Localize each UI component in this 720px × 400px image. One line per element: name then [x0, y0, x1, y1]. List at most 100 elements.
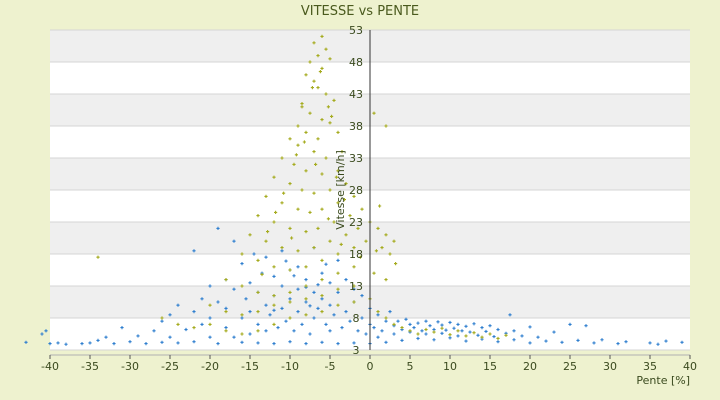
- data-point: [584, 324, 588, 328]
- data-point: [326, 105, 330, 109]
- data-point: [192, 340, 196, 344]
- data-point: [280, 284, 284, 288]
- data-point: [336, 258, 340, 262]
- data-point: [378, 204, 382, 208]
- data-point: [304, 130, 308, 134]
- y-axis-label: Vitesse [km/h]: [334, 150, 347, 230]
- data-point: [280, 249, 284, 253]
- data-point: [336, 303, 340, 307]
- data-point: [472, 331, 476, 335]
- data-point: [448, 336, 452, 340]
- data-point: [276, 326, 280, 330]
- data-point: [336, 169, 340, 173]
- data-point: [284, 259, 288, 263]
- data-point: [288, 137, 292, 141]
- data-point: [216, 342, 220, 346]
- data-point: [310, 86, 314, 90]
- data-point: [280, 246, 284, 250]
- data-point: [356, 226, 360, 230]
- y-tick-label: 8: [353, 312, 360, 325]
- data-point: [352, 246, 356, 250]
- data-point: [320, 271, 324, 275]
- data-point: [324, 322, 328, 326]
- data-point: [488, 324, 492, 328]
- x-tick-label: -15: [241, 360, 259, 373]
- data-point: [266, 230, 270, 234]
- data-point: [294, 153, 298, 157]
- data-point: [304, 230, 308, 234]
- data-point: [552, 330, 556, 334]
- data-point: [272, 274, 276, 278]
- data-point: [384, 124, 388, 128]
- data-point: [208, 322, 212, 326]
- data-point: [352, 300, 356, 304]
- data-point: [248, 332, 252, 336]
- data-point: [240, 316, 244, 320]
- data-point: [300, 105, 304, 109]
- data-point: [464, 339, 468, 343]
- data-point: [256, 290, 260, 294]
- data-point: [136, 334, 140, 338]
- data-point: [492, 334, 496, 339]
- y-tick-label: 43: [349, 88, 363, 101]
- x-tick-label: -10: [281, 360, 299, 373]
- x-tick-label: 5: [407, 360, 414, 373]
- data-point: [304, 169, 308, 173]
- data-point: [224, 278, 228, 282]
- data-point: [264, 194, 268, 198]
- data-point: [316, 137, 320, 141]
- data-point: [372, 326, 376, 330]
- data-point: [336, 290, 340, 294]
- data-point: [284, 319, 288, 323]
- data-point: [168, 313, 172, 317]
- data-point: [424, 332, 428, 336]
- data-point: [316, 226, 320, 230]
- data-point: [400, 326, 404, 330]
- data-point: [384, 233, 388, 237]
- data-point: [288, 340, 292, 344]
- data-point: [64, 342, 68, 346]
- data-point: [304, 265, 308, 269]
- data-point: [48, 342, 52, 346]
- data-point: [128, 340, 132, 344]
- data-point: [296, 249, 300, 253]
- data-point: [300, 322, 304, 326]
- data-point: [296, 265, 300, 269]
- data-point: [296, 207, 300, 211]
- data-point: [316, 283, 320, 287]
- data-point: [360, 207, 364, 211]
- data-point: [252, 252, 256, 256]
- data-point: [324, 156, 328, 160]
- data-point: [256, 214, 260, 218]
- data-point: [340, 326, 344, 330]
- data-point: [120, 326, 124, 330]
- data-point: [312, 316, 316, 320]
- data-point: [268, 313, 272, 317]
- data-point: [440, 326, 444, 330]
- data-point: [392, 322, 396, 326]
- data-point: [272, 303, 276, 307]
- data-point: [332, 220, 336, 224]
- data-point: [224, 310, 228, 314]
- data-point: [336, 271, 340, 275]
- data-point: [316, 54, 320, 58]
- data-point: [256, 322, 260, 326]
- data-point: [312, 246, 316, 250]
- data-point: [248, 310, 252, 314]
- data-point: [318, 70, 322, 74]
- data-point: [336, 201, 340, 205]
- data-point: [352, 341, 356, 345]
- data-point: [308, 304, 312, 308]
- y-tick-label: 18: [349, 248, 363, 261]
- data-point: [440, 331, 444, 335]
- data-point: [264, 303, 268, 307]
- data-point: [256, 310, 260, 314]
- data-point: [392, 239, 396, 243]
- data-point: [264, 329, 268, 333]
- data-point: [160, 316, 164, 320]
- data-point: [624, 340, 628, 344]
- data-point: [544, 339, 548, 343]
- data-point: [504, 333, 508, 337]
- axes: [49, 30, 691, 359]
- y-tick-label: 38: [349, 120, 363, 133]
